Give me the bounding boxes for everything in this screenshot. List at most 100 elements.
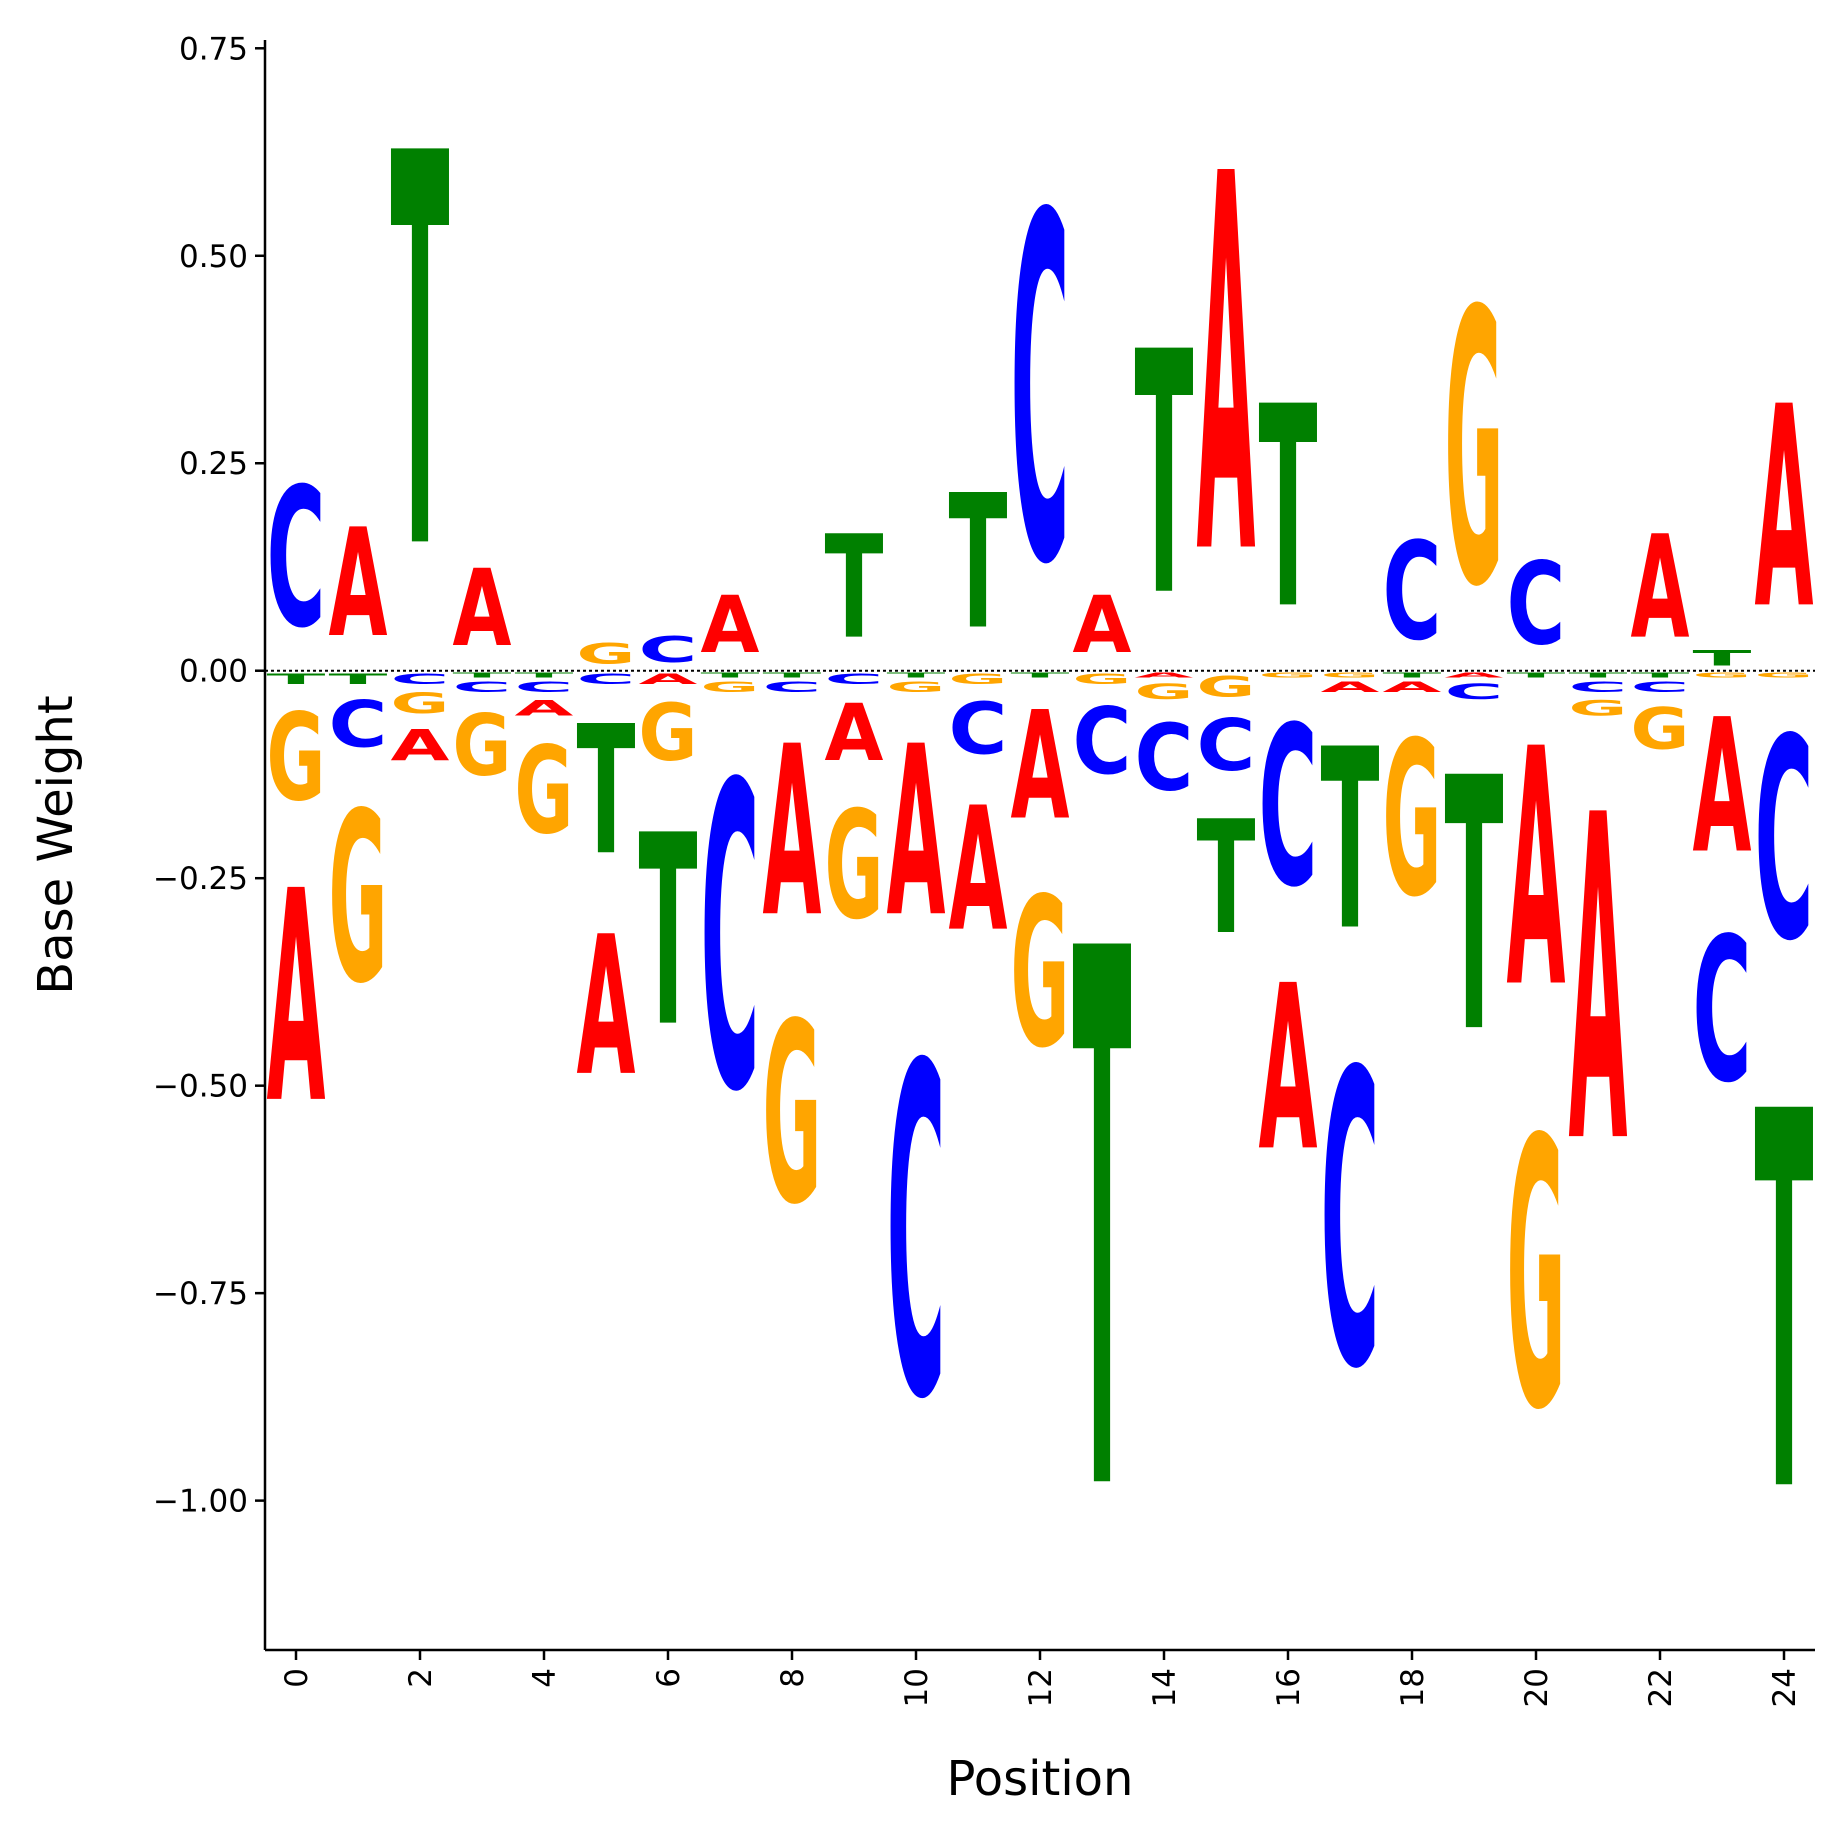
x-axis-title: Position xyxy=(947,1751,1134,1807)
logo-letter-C-pos-15: C xyxy=(1197,704,1256,786)
logo-letter-A-pos-13: A xyxy=(1073,580,1132,671)
logo-letter-T-pos-8: T xyxy=(763,671,822,679)
logo-letter-T-pos-7: T xyxy=(701,671,760,679)
logo-letter-G-pos-19: G xyxy=(1445,232,1504,670)
logo-letter-T-pos-23: T xyxy=(1693,646,1752,671)
logo-letter-G-pos-15: G xyxy=(1197,671,1256,704)
logo-letter-A-pos-5: A xyxy=(577,897,636,1119)
logo-letter-C-pos-18: C xyxy=(1383,514,1442,671)
x-tick-label: 4 xyxy=(527,1668,563,1688)
logo-letter-C-pos-11: C xyxy=(949,688,1008,770)
logo-letter-A-pos-22: A xyxy=(1631,505,1690,671)
x-tick-label: 16 xyxy=(1271,1668,1307,1707)
logo-letter-C-pos-0: C xyxy=(267,447,326,670)
y-tick-label: −1.00 xyxy=(153,1484,248,1520)
logo-letter-C-pos-8: C xyxy=(763,679,822,695)
logo-letter-G-pos-3: G xyxy=(453,696,512,795)
logo-letter-C-pos-1: C xyxy=(329,689,388,763)
logo-letter-C-pos-5: C xyxy=(577,671,636,687)
logo-letter-T-pos-20: T xyxy=(1507,671,1566,679)
logo-letter-A-pos-0: A xyxy=(267,831,326,1169)
logo-letter-C-pos-7: C xyxy=(701,697,760,1185)
logo-letter-C-pos-21: C xyxy=(1569,679,1628,695)
logo-letter-G-pos-21: G xyxy=(1569,696,1628,721)
logo-letter-G-pos-24: G xyxy=(1755,671,1814,679)
logo-letter-G-pos-16: G xyxy=(1259,671,1318,679)
x-tick-label: 2 xyxy=(403,1668,439,1688)
logo-letter-G-pos-23: G xyxy=(1693,671,1752,679)
y-tick-label: −0.50 xyxy=(153,1069,248,1105)
logo-letter-T-pos-5: T xyxy=(577,688,636,894)
logo-letter-A-pos-20: A xyxy=(1507,679,1566,1059)
logo-letter-T-pos-22: T xyxy=(1631,671,1690,679)
logo-letter-G-pos-6: G xyxy=(639,687,698,779)
logo-letter-A-pos-15: A xyxy=(1197,67,1256,670)
logo-letter-A-pos-2: A xyxy=(391,721,450,771)
logo-letter-G-pos-12: G xyxy=(1011,855,1070,1094)
x-tick-label: 22 xyxy=(1643,1668,1679,1707)
logo-letter-C-pos-4: C xyxy=(515,679,574,695)
logo-letter-A-pos-10: A xyxy=(887,697,946,970)
logo-letter-T-pos-12: T xyxy=(1011,671,1070,679)
logo-letter-T-pos-15: T xyxy=(1197,787,1256,969)
logo-letter-A-pos-14: A xyxy=(1135,671,1194,679)
logo-letter-T-pos-6: T xyxy=(639,781,698,1086)
x-tick-label: 14 xyxy=(1147,1668,1183,1707)
logo-letter-T-pos-10: T xyxy=(887,671,946,679)
logo-letter-G-pos-7: G xyxy=(701,679,760,695)
logo-letter-A-pos-19: A xyxy=(1445,671,1504,679)
logo-letter-T-pos-14: T xyxy=(1135,283,1194,670)
logo-letter-C-pos-16: C xyxy=(1259,680,1318,936)
logo-letter-T-pos-0: T xyxy=(267,671,326,688)
logo-letter-G-pos-10: G xyxy=(887,679,946,695)
logo-letter-C-pos-10: C xyxy=(887,970,946,1499)
logo-letter-T-pos-1: T xyxy=(329,671,388,688)
logo-letter-T-pos-9: T xyxy=(825,505,884,671)
x-tick-label: 0 xyxy=(279,1668,315,1688)
logo-letter-A-pos-12: A xyxy=(1011,679,1070,853)
logo-letter-A-pos-6: A xyxy=(639,671,699,688)
y-axis-title: Base Weight xyxy=(28,695,84,994)
logo-letter-T-pos-2: T xyxy=(391,43,450,670)
y-tick-label: 0.75 xyxy=(179,31,248,67)
logo-letter-T-pos-19: T xyxy=(1445,705,1504,1110)
logo-letter-T-pos-13: T xyxy=(1073,797,1132,1655)
logo-letter-A-pos-1: A xyxy=(329,496,388,670)
logo-letter-G-pos-14: G xyxy=(1135,680,1194,705)
logo-letter-A-pos-17: A xyxy=(1321,679,1381,696)
x-tick-label: 10 xyxy=(899,1668,935,1707)
logo-letter-G-pos-17: G xyxy=(1321,671,1380,679)
y-tick-label: 0.50 xyxy=(179,239,248,275)
logo-letter-T-pos-18: T xyxy=(1383,671,1442,679)
logo-letter-C-pos-19: C xyxy=(1445,679,1504,704)
x-tick-label: 6 xyxy=(651,1668,687,1688)
logo-letter-C-pos-17: C xyxy=(1321,986,1380,1458)
x-tick-label: 24 xyxy=(1767,1668,1803,1707)
logo-letter-T-pos-16: T xyxy=(1259,349,1318,670)
ticks-layer: −1.00−0.75−0.50−0.250.000.250.500.750 2 4 6… xyxy=(153,31,1803,1707)
logo-letter-A-pos-9: A xyxy=(825,688,884,779)
logo-letter-A-pos-18: A xyxy=(1383,679,1443,696)
logo-letter-A-pos-7: A xyxy=(701,580,760,671)
logo-letter-C-pos-12: C xyxy=(1011,117,1070,669)
logo-letter-C-pos-13: C xyxy=(1073,689,1132,796)
x-tick-label: 18 xyxy=(1395,1668,1431,1707)
logo-letter-G-pos-4: G xyxy=(515,722,574,862)
logo-letter-G-pos-0: G xyxy=(267,689,326,829)
x-tick-label: 8 xyxy=(775,1668,811,1688)
logo-letter-C-pos-24: C xyxy=(1755,681,1814,1003)
y-tick-label: −0.75 xyxy=(153,1276,248,1312)
logo-letter-A-pos-24: A xyxy=(1755,348,1814,670)
logo-letter-A-pos-4: A xyxy=(515,696,574,721)
logo-letter-G-pos-11: G xyxy=(949,671,1008,687)
logo-letter-T-pos-4: T xyxy=(515,671,574,679)
y-tick-label: −0.25 xyxy=(153,861,248,897)
logo-letter-T-pos-3: T xyxy=(453,671,512,679)
logo-letter-A-pos-8: A xyxy=(763,697,822,970)
logo-letter-T-pos-11: T xyxy=(949,455,1008,670)
logo-layer: CTGAATCGTCGAATCGTCAGGCTACAGTATGCTCAGTCAG… xyxy=(267,43,1814,1656)
logo-letter-C-pos-23: C xyxy=(1693,895,1752,1127)
logo-letter-C-pos-6: C xyxy=(639,629,698,671)
logo-letter-G-pos-20: G xyxy=(1507,1061,1566,1491)
